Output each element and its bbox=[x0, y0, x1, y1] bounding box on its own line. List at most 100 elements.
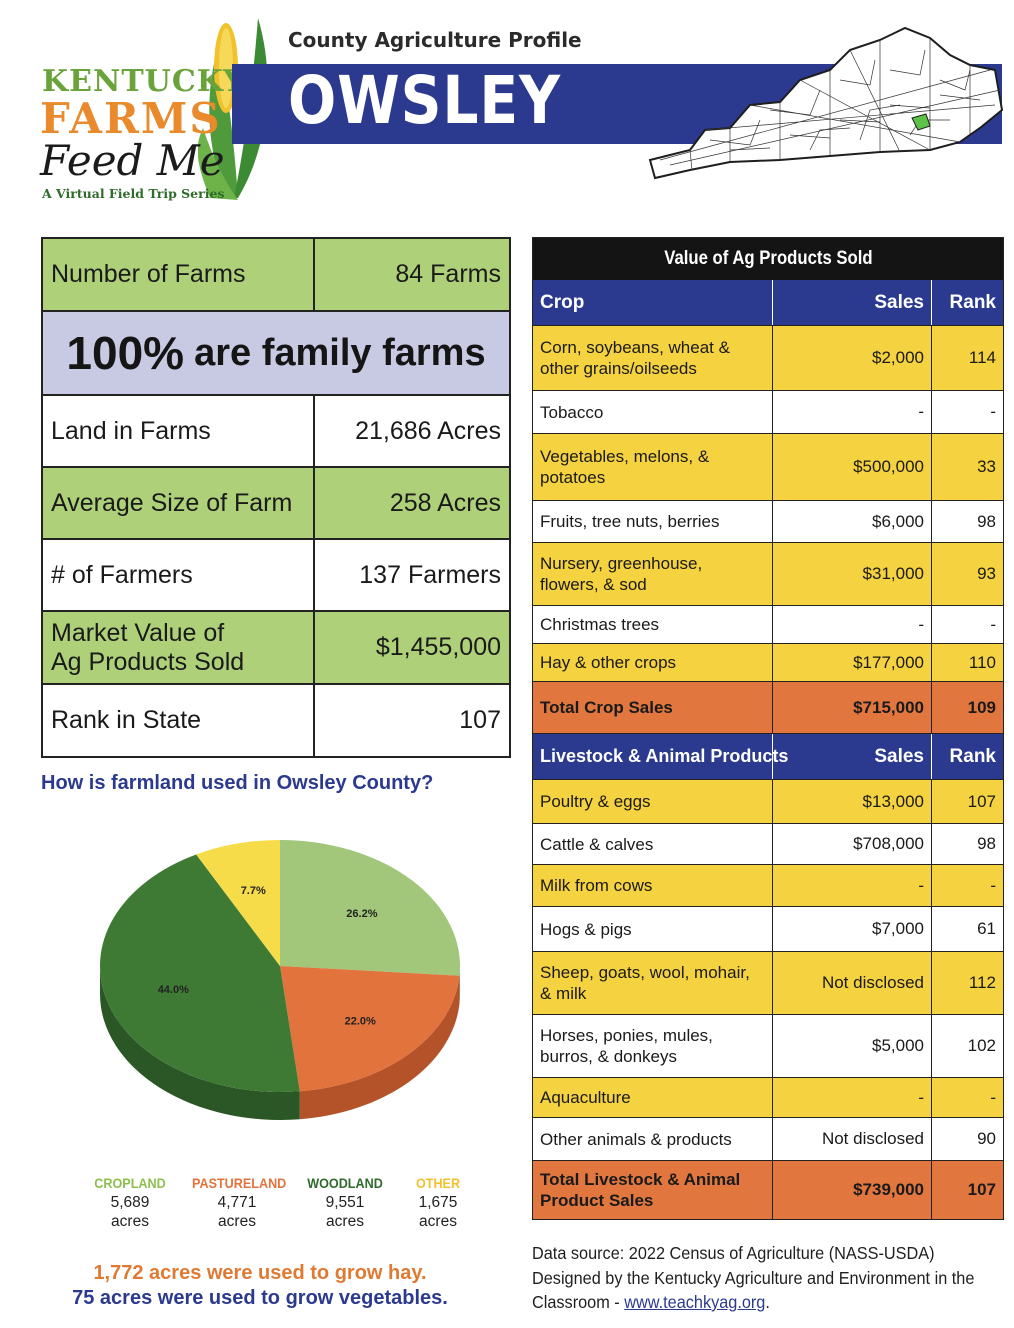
column-header: Rank bbox=[949, 291, 996, 313]
product-cell: Fruits, tree nuts, berries bbox=[533, 501, 773, 542]
rank-cell: - bbox=[990, 402, 996, 421]
stat-label: Number of Farms bbox=[43, 239, 315, 310]
table-row: Sheep, goats, wool, mohair, & milk Not di… bbox=[533, 951, 1003, 1014]
pie-slice-other bbox=[196, 840, 280, 966]
table-row: Cattle & calves $708,000 98 bbox=[533, 823, 1003, 864]
product-cell: Cattle & calves bbox=[533, 824, 773, 864]
stat-value: 258 Acres bbox=[389, 488, 501, 517]
legend-item: WOODLAND 9,551 acres bbox=[295, 1174, 395, 1231]
pie-slice-woodland bbox=[100, 854, 300, 1092]
pie-slice-label: 26.2% bbox=[346, 908, 377, 920]
sales-cell: $31,000 bbox=[773, 543, 932, 605]
vegetable-acres-note: 75 acres were used to grow vegetables. bbox=[72, 1287, 448, 1309]
farmland-pie-chart: 26.2% 22.0% 44.0% 7.7% bbox=[100, 840, 460, 1120]
rank-cell: 61 bbox=[977, 919, 996, 938]
stat-value: 21,686 Acres bbox=[355, 416, 501, 445]
rank-cell: 98 bbox=[977, 511, 996, 531]
legend-item: OTHER 1,675 acres bbox=[388, 1174, 488, 1231]
rank-cell: 107 bbox=[967, 1180, 996, 1199]
product-cell: Corn, soybeans, wheat & other grains/oil… bbox=[533, 326, 773, 390]
stat-label: Average Size of Farm bbox=[43, 468, 315, 538]
column-header: Livestock & Animal Products bbox=[533, 734, 788, 779]
legend-acres: 1,675 bbox=[418, 1194, 458, 1211]
pie-slice-label: 44.0% bbox=[158, 984, 189, 996]
legend-name: PASTURELAND bbox=[192, 1175, 287, 1191]
product-cell: Christmas trees bbox=[533, 606, 773, 643]
rank-cell: 114 bbox=[968, 348, 996, 367]
sales-cell: $5,000 bbox=[773, 1015, 932, 1077]
classroom-prefix: Classroom - bbox=[532, 1292, 625, 1312]
product-cell: Other animals & products bbox=[533, 1118, 773, 1160]
stat-value: $1,455,000 bbox=[375, 633, 501, 661]
sales-cell: Not disclosed bbox=[773, 952, 932, 1014]
sales-cell: Not disclosed bbox=[773, 1118, 932, 1160]
family-farms-banner: 100% are family farms bbox=[43, 312, 509, 396]
sales-cell: - bbox=[773, 391, 932, 433]
teachkyag-link[interactable]: www.teachkyag.org bbox=[624, 1292, 766, 1312]
sales-cell: - bbox=[773, 606, 932, 643]
stat-row-number-of-farms: Number of Farms 84 Farms bbox=[43, 239, 509, 312]
rank-cell: 110 bbox=[968, 652, 996, 672]
rank-cell: - bbox=[990, 1087, 996, 1107]
table-row: Hay & other crops $177,000 110 bbox=[533, 643, 1003, 681]
product-cell: Milk from cows bbox=[533, 865, 773, 906]
legend-item: CROPLAND 5,689 acres bbox=[80, 1174, 180, 1231]
table-row: Hogs & pigs $7,000 61 bbox=[533, 906, 1003, 951]
product-cell: Total Crop Sales bbox=[533, 682, 773, 733]
stat-row-land-in-farms: Land in Farms 21,686 Acres bbox=[43, 396, 509, 468]
designer-line: Designed by the Kentucky Agriculture and… bbox=[532, 1267, 975, 1288]
hay-acres-note: 1,772 acres were used to grow hay. bbox=[93, 1262, 427, 1284]
pie-slice-label: 7.7% bbox=[241, 885, 266, 897]
table-row: Fruits, tree nuts, berries $6,000 98 bbox=[533, 500, 1003, 542]
stat-row-average-size: Average Size of Farm 258 Acres bbox=[43, 468, 509, 540]
stat-value: 107 bbox=[459, 706, 501, 734]
stat-value: 137 Farmers bbox=[359, 560, 501, 589]
rank-cell: 109 bbox=[967, 697, 996, 717]
sales-cell: $177,000 bbox=[773, 644, 932, 681]
table-row: Tobacco - - bbox=[533, 390, 1003, 433]
stat-label: Land in Farms bbox=[43, 396, 315, 466]
product-cell: Tobacco bbox=[533, 391, 773, 433]
legend-unit: acres bbox=[326, 1213, 364, 1230]
rank-cell: - bbox=[990, 875, 996, 895]
table-row: Other animals & products Not disclosed 90 bbox=[533, 1117, 1003, 1160]
sales-cell: $13,000 bbox=[773, 780, 932, 823]
legend-name: OTHER bbox=[415, 1175, 461, 1191]
logo-kentucky-text: KENTUCKY bbox=[42, 64, 246, 99]
product-cell: Poultry & eggs bbox=[533, 780, 773, 823]
legend-acres: 9,551 bbox=[325, 1194, 365, 1211]
profile-subtitle: County Agriculture Profile bbox=[288, 28, 582, 52]
pie-slice-side bbox=[100, 966, 300, 1120]
stat-row-farmers: # of Farmers 137 Farmers bbox=[43, 540, 509, 612]
logo-feed-me-text: Feed Me bbox=[40, 136, 225, 185]
pie-slice-pastureland bbox=[280, 966, 460, 1092]
classroom-line: Classroom - www.teachkyag.org. bbox=[532, 1290, 1002, 1315]
product-cell: Total Livestock & Animal Product Sales bbox=[533, 1161, 773, 1219]
stat-label: Market Value of Ag Products Sold bbox=[43, 612, 315, 683]
table-row: Horses, ponies, mules, burros, & donkeys… bbox=[533, 1014, 1003, 1077]
rank-cell: 107 bbox=[967, 791, 996, 811]
data-source-footer: Data source: 2022 Census of Agriculture … bbox=[532, 1241, 1002, 1315]
legend-unit: acres bbox=[218, 1213, 256, 1230]
table-row: Aquaculture - - bbox=[533, 1077, 1003, 1117]
stat-label: # of Farmers bbox=[43, 540, 315, 610]
legend-item: PASTURELAND 4,771 acres bbox=[187, 1174, 287, 1231]
legend-name: CROPLAND bbox=[94, 1175, 166, 1191]
farm-stats-table: Number of Farms 84 Farms 100% are family… bbox=[41, 237, 511, 758]
legend-name: WOODLAND bbox=[307, 1175, 383, 1191]
logo-tagline: A Virtual Field Trip Series bbox=[42, 186, 225, 201]
column-header: Crop bbox=[533, 280, 773, 325]
sales-cell: $715,000 bbox=[773, 682, 932, 733]
table-row: Vegetables, melons, & potatoes $500,000 33 bbox=[533, 433, 1003, 500]
product-cell: Hay & other crops bbox=[533, 644, 773, 681]
pie-slice-side bbox=[299, 975, 460, 1120]
column-header: Sales bbox=[773, 734, 932, 779]
product-cell: Horses, ponies, mules, burros, & donkeys bbox=[533, 1015, 773, 1077]
stat-label-line: Ag Products Sold bbox=[51, 647, 245, 676]
kentucky-farms-feed-me-logo: KENTUCKY FARMS Feed Me A Virtual Field T… bbox=[28, 8, 278, 208]
crop-header-row: Crop Sales Rank bbox=[533, 280, 1003, 325]
rank-cell: 98 bbox=[977, 834, 996, 853]
legend-unit: acres bbox=[419, 1213, 457, 1230]
legend-acres: 5,689 bbox=[110, 1194, 150, 1211]
sales-cell: $7,000 bbox=[773, 907, 932, 951]
